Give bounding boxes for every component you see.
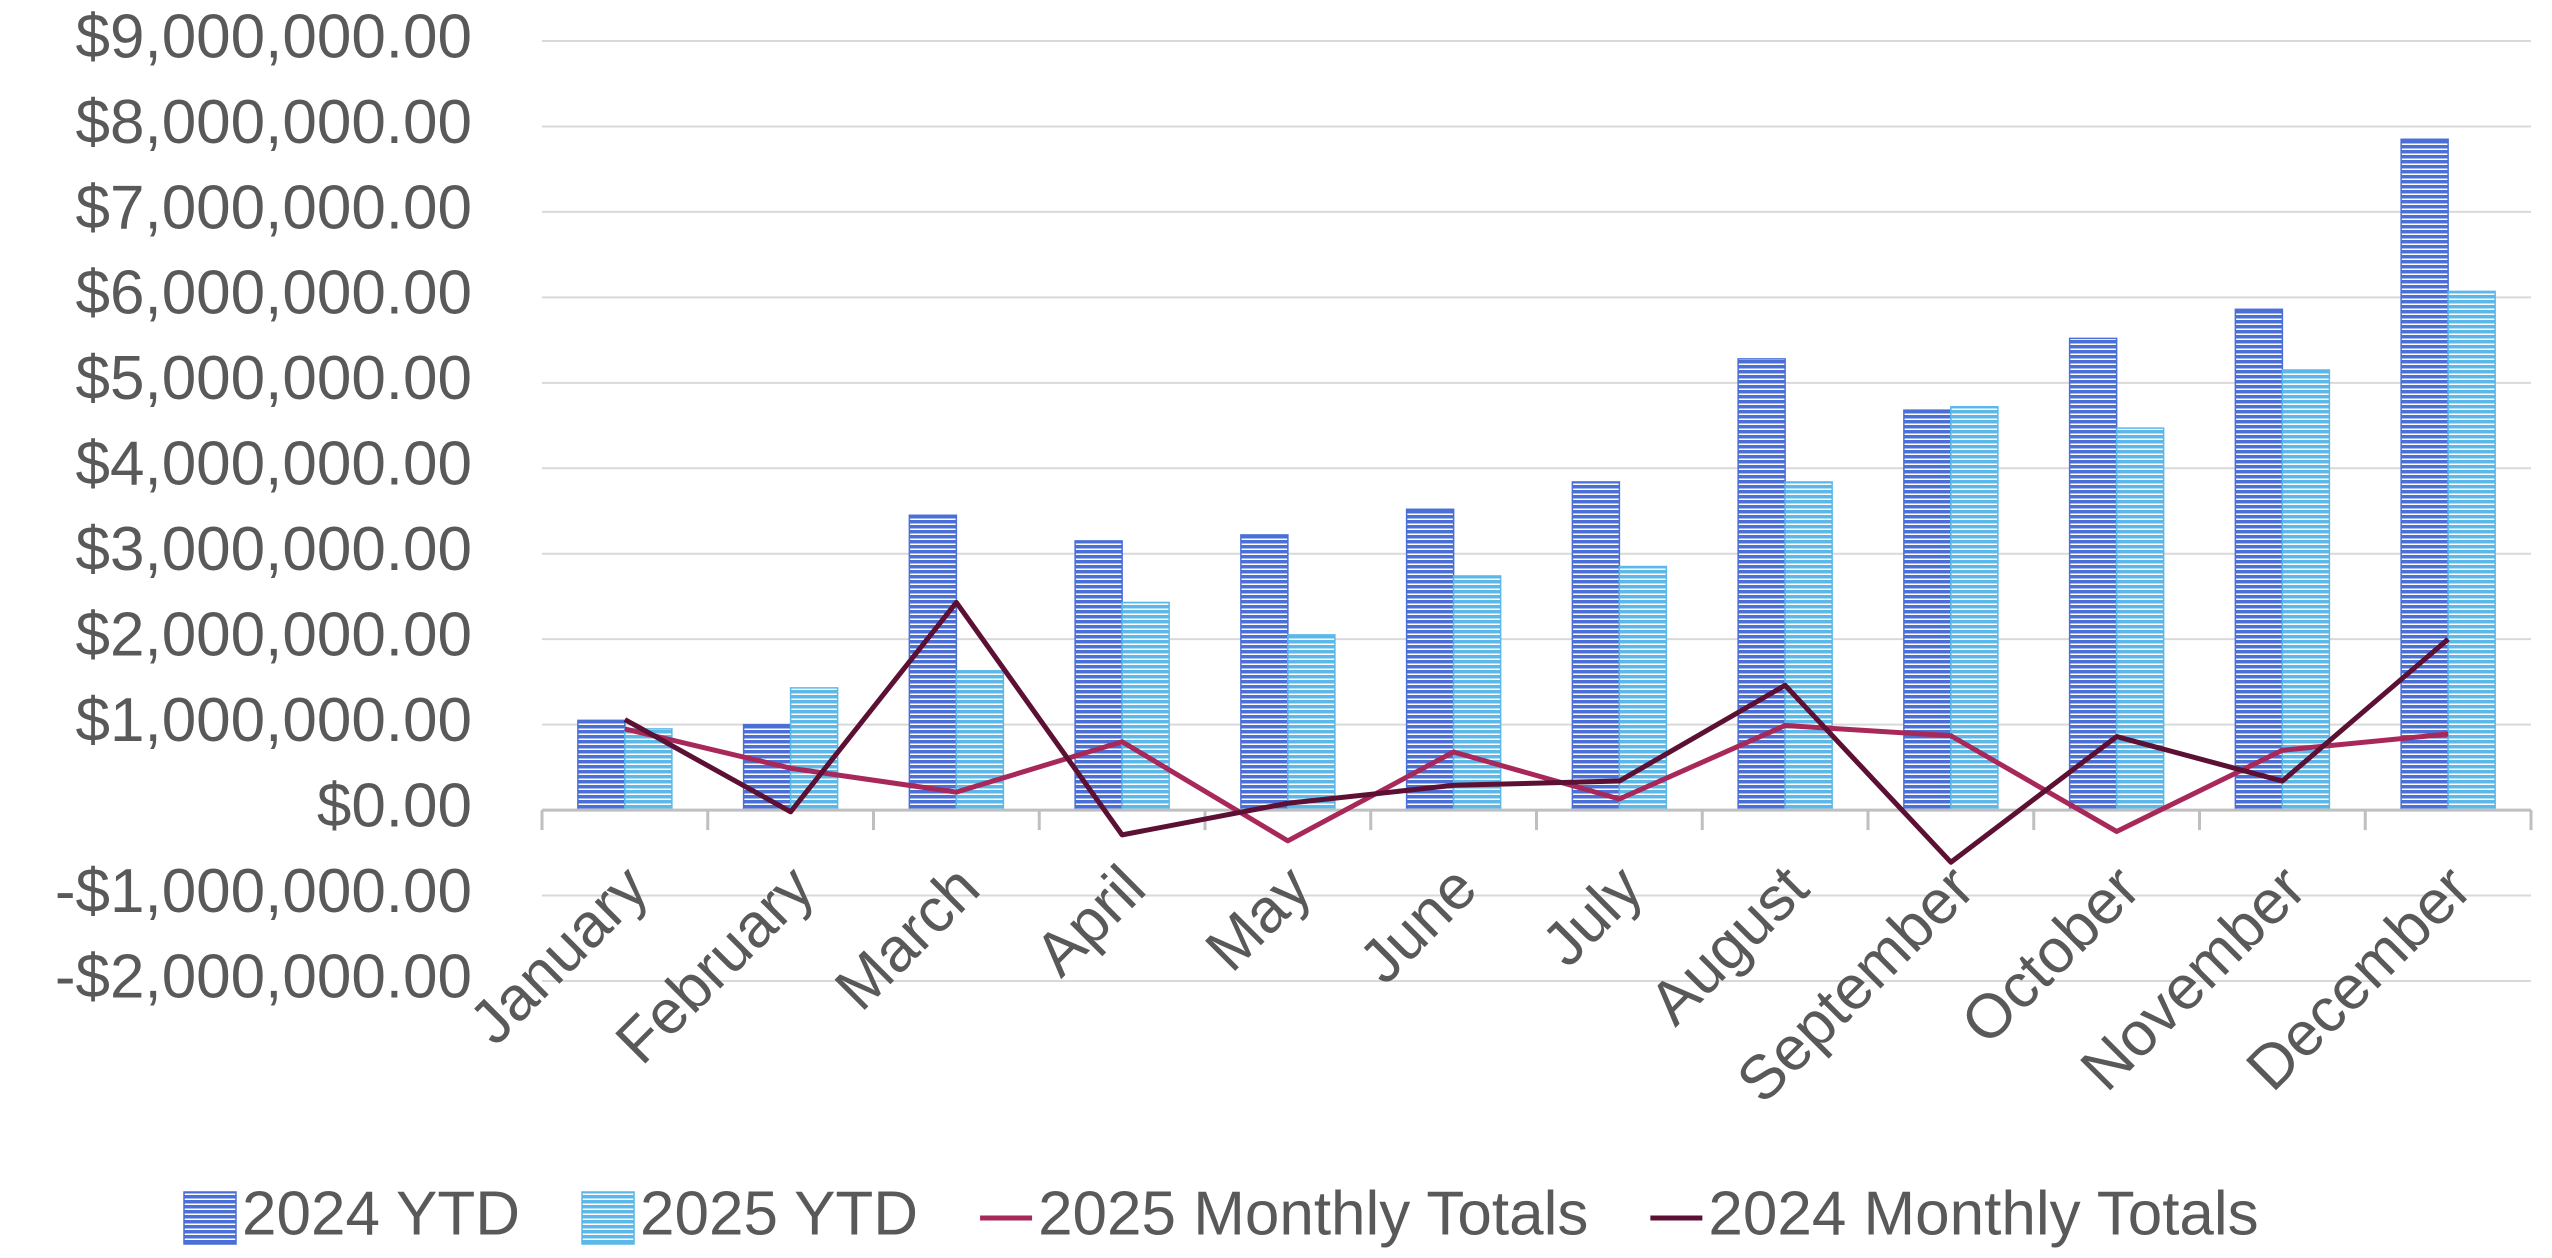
line-series	[624, 722, 2449, 844]
bar	[1452, 575, 1502, 811]
bar	[577, 719, 626, 811]
bar	[1903, 409, 1952, 811]
y-tick-label: -$1,000,000.00	[55, 857, 472, 926]
x-tick-label: April	[1022, 853, 1158, 989]
bar	[1405, 508, 1455, 811]
legend-swatch	[581, 1191, 635, 1245]
y-tick-label: $8,000,000.00	[76, 88, 473, 157]
legend-label: 2024 YTD	[242, 1179, 520, 1248]
y-tick-label: $1,000,000.00	[76, 686, 473, 755]
bar	[1784, 481, 1833, 811]
bar	[2068, 337, 2118, 811]
bar	[1287, 634, 1336, 811]
bar	[908, 514, 958, 811]
y-tick-label: $2,000,000.00	[76, 601, 473, 670]
y-tick-label: $4,000,000.00	[76, 430, 473, 499]
bar	[2400, 138, 2449, 811]
bar	[1571, 481, 1621, 811]
bar	[2234, 308, 2284, 811]
bar	[2447, 290, 2496, 811]
line-series	[623, 599, 2450, 865]
legend-label: 2024 Monthly Totals	[1708, 1179, 2258, 1248]
y-tick-label: $6,000,000.00	[76, 259, 473, 328]
bar	[1074, 540, 1123, 811]
bar	[789, 687, 839, 811]
legend-swatch	[183, 1191, 237, 1245]
y-tick-label: $7,000,000.00	[76, 173, 473, 242]
bar	[1240, 534, 1289, 811]
bar	[1618, 565, 1668, 811]
y-tick-label: $0.00	[317, 771, 472, 840]
y-tick-label: $9,000,000.00	[76, 2, 473, 71]
legend-label: 2025 YTD	[640, 1179, 918, 1248]
bar	[1121, 601, 1170, 811]
bar	[2281, 369, 2331, 811]
bar	[2115, 427, 2165, 811]
y-tick-label: -$2,000,000.00	[55, 942, 472, 1011]
y-tick-label: $5,000,000.00	[76, 344, 473, 413]
y-tick-label: $3,000,000.00	[76, 515, 473, 584]
x-tick-label: June	[1346, 853, 1490, 997]
legend-label: 2025 Monthly Totals	[1038, 1179, 1588, 1248]
x-tick-label: March	[822, 853, 993, 1024]
x-tick-label: July	[1529, 853, 1656, 980]
x-tick-label: May	[1193, 853, 1325, 985]
